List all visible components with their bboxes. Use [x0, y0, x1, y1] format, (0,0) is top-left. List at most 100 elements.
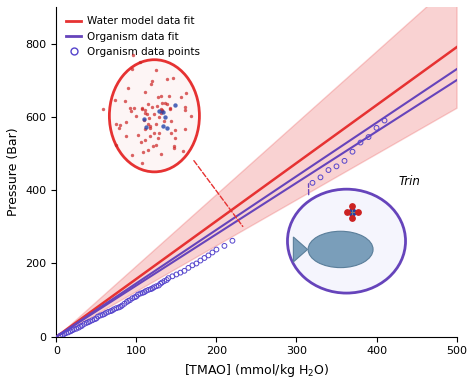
Point	[115, 305, 123, 311]
Point	[172, 127, 179, 133]
Point	[220, 243, 228, 249]
Point	[105, 309, 112, 315]
Point	[170, 143, 178, 149]
Point	[97, 312, 104, 318]
Point	[111, 96, 119, 103]
Point	[159, 109, 167, 115]
Y-axis label: Pressure (Bar): Pressure (Bar)	[7, 127, 20, 216]
Point	[130, 52, 137, 58]
Point	[138, 105, 146, 112]
Text: Trin: Trin	[399, 175, 420, 188]
Point	[123, 119, 130, 125]
Point	[149, 285, 156, 291]
Point	[100, 311, 108, 317]
Point	[167, 106, 174, 112]
Point	[150, 284, 158, 290]
Point	[148, 104, 155, 110]
Point	[113, 121, 120, 127]
Point	[127, 105, 134, 112]
Point	[147, 286, 155, 292]
Point	[128, 152, 136, 159]
Point	[112, 142, 119, 148]
Point	[83, 320, 91, 326]
Point	[153, 103, 160, 109]
Legend: Water model data fit, Organism data fit, Organism data points: Water model data fit, Organism data fit,…	[62, 12, 204, 61]
Point	[150, 129, 157, 135]
Point	[354, 209, 362, 215]
Point	[140, 117, 147, 123]
Point	[73, 326, 80, 332]
Point	[161, 100, 169, 106]
Point	[92, 315, 100, 322]
Point	[163, 277, 171, 283]
Point	[161, 114, 169, 120]
Point	[141, 289, 148, 295]
Point	[149, 143, 157, 149]
Point	[153, 283, 160, 289]
Point	[141, 89, 149, 95]
Point	[152, 121, 160, 127]
Point	[155, 113, 162, 120]
Point	[141, 137, 149, 143]
Point	[192, 261, 200, 267]
Point	[84, 319, 92, 325]
Point	[177, 93, 185, 100]
Point	[157, 110, 165, 117]
Point	[139, 107, 146, 113]
Point	[157, 106, 164, 112]
Point	[146, 123, 154, 129]
Point	[128, 66, 136, 72]
Point	[159, 123, 167, 129]
Point	[228, 238, 236, 244]
Point	[164, 275, 172, 281]
Point	[309, 180, 316, 186]
Point	[86, 318, 94, 325]
Point	[69, 327, 76, 333]
Point	[181, 268, 188, 274]
Point	[67, 328, 74, 334]
Point	[143, 111, 151, 117]
Point	[365, 134, 372, 140]
Point	[154, 135, 162, 141]
Point	[146, 133, 154, 139]
Point	[156, 281, 164, 287]
Point	[150, 111, 158, 117]
Point	[145, 101, 152, 107]
Point	[163, 101, 170, 107]
Point	[177, 269, 184, 276]
Point	[171, 135, 179, 142]
Point	[209, 249, 216, 256]
Point	[123, 299, 130, 305]
Point	[189, 262, 196, 268]
Point	[155, 130, 163, 136]
Point	[126, 297, 134, 303]
Point	[62, 330, 70, 336]
Point	[77, 323, 84, 330]
Point	[78, 323, 86, 329]
Point	[89, 317, 96, 323]
Point	[169, 273, 176, 279]
Point	[134, 132, 142, 138]
Point	[141, 110, 149, 117]
Point	[139, 149, 147, 155]
Point	[59, 332, 66, 338]
Point	[137, 139, 145, 145]
Point	[349, 149, 356, 155]
Point	[117, 304, 124, 310]
Point	[181, 125, 188, 132]
Point	[148, 78, 156, 84]
Point	[160, 118, 168, 124]
Point	[333, 163, 340, 169]
Point	[110, 306, 118, 312]
Point	[157, 93, 165, 99]
Point	[173, 271, 180, 278]
Point	[185, 265, 192, 271]
Point	[61, 331, 68, 337]
Point	[75, 325, 82, 331]
Point	[145, 115, 153, 121]
Point	[182, 90, 190, 96]
Point	[81, 321, 88, 327]
Point	[134, 291, 142, 298]
Point	[164, 76, 171, 83]
Point	[121, 98, 129, 104]
